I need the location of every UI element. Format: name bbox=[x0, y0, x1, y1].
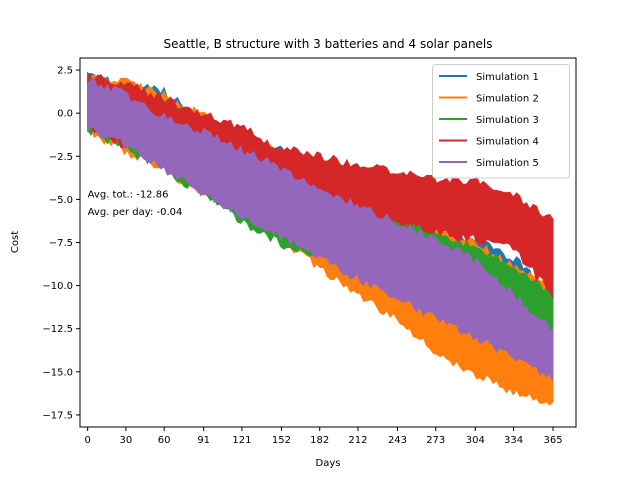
annotations: Avg. tot.: -12.86 Avg. per day: -0.04 bbox=[88, 190, 183, 218]
x-tick-label: 121 bbox=[232, 435, 251, 446]
x-tick-label: 0 bbox=[84, 435, 90, 446]
legend-box bbox=[432, 64, 570, 179]
y-tick-label: −15.0 bbox=[42, 367, 73, 378]
series-band-5 bbox=[87, 77, 554, 382]
y-axis: 2.5 0.0 −2.5 −5.0 −7.5 −10.0 −12.5 −15.0 −17.5 bbox=[42, 66, 80, 421]
x-tick-label: 334 bbox=[504, 435, 523, 446]
x-tick-label: 243 bbox=[388, 435, 407, 446]
annotation-text: Avg. tot.: -12.86 bbox=[88, 190, 169, 201]
y-tick-label: −2.5 bbox=[49, 152, 73, 163]
x-axis-label: Days bbox=[316, 458, 341, 469]
x-tick-label: 273 bbox=[426, 435, 445, 446]
y-tick-label: 0.0 bbox=[57, 109, 73, 120]
legend-label: Simulation 2 bbox=[476, 94, 539, 105]
legend-label: Simulation 5 bbox=[476, 158, 539, 169]
x-tick-label: 304 bbox=[466, 435, 485, 446]
x-tick-label: 30 bbox=[120, 435, 133, 446]
y-tick-label: −17.5 bbox=[42, 410, 73, 421]
legend-label: Simulation 4 bbox=[476, 137, 539, 148]
x-tick-label: 152 bbox=[272, 435, 291, 446]
legend-label: Simulation 1 bbox=[476, 72, 539, 83]
x-axis: 0 30 60 91 121 152 182 212 243 273 304 334 365 bbox=[84, 427, 563, 446]
legend: Simulation 1 Simulation 2 Simulation 3 Simu… bbox=[432, 64, 570, 179]
legend-label: Simulation 3 bbox=[476, 115, 539, 126]
series-layer bbox=[87, 71, 554, 406]
y-tick-label: −12.5 bbox=[42, 324, 73, 335]
x-tick-label: 91 bbox=[197, 435, 210, 446]
y-tick-label: 2.5 bbox=[57, 66, 73, 77]
y-axis-label: Cost bbox=[10, 231, 21, 253]
x-tick-label: 365 bbox=[544, 435, 563, 446]
y-tick-label: −5.0 bbox=[49, 195, 73, 206]
y-tick-label: −7.5 bbox=[49, 238, 73, 249]
annotation-text: Avg. per day: -0.04 bbox=[88, 207, 183, 218]
x-tick-label: 60 bbox=[158, 435, 171, 446]
x-tick-label: 182 bbox=[310, 435, 329, 446]
x-tick-label: 212 bbox=[348, 435, 367, 446]
y-tick-label: −10.0 bbox=[42, 281, 73, 292]
chart-title: Seattle, B structure with 3 batteries an… bbox=[163, 37, 492, 51]
